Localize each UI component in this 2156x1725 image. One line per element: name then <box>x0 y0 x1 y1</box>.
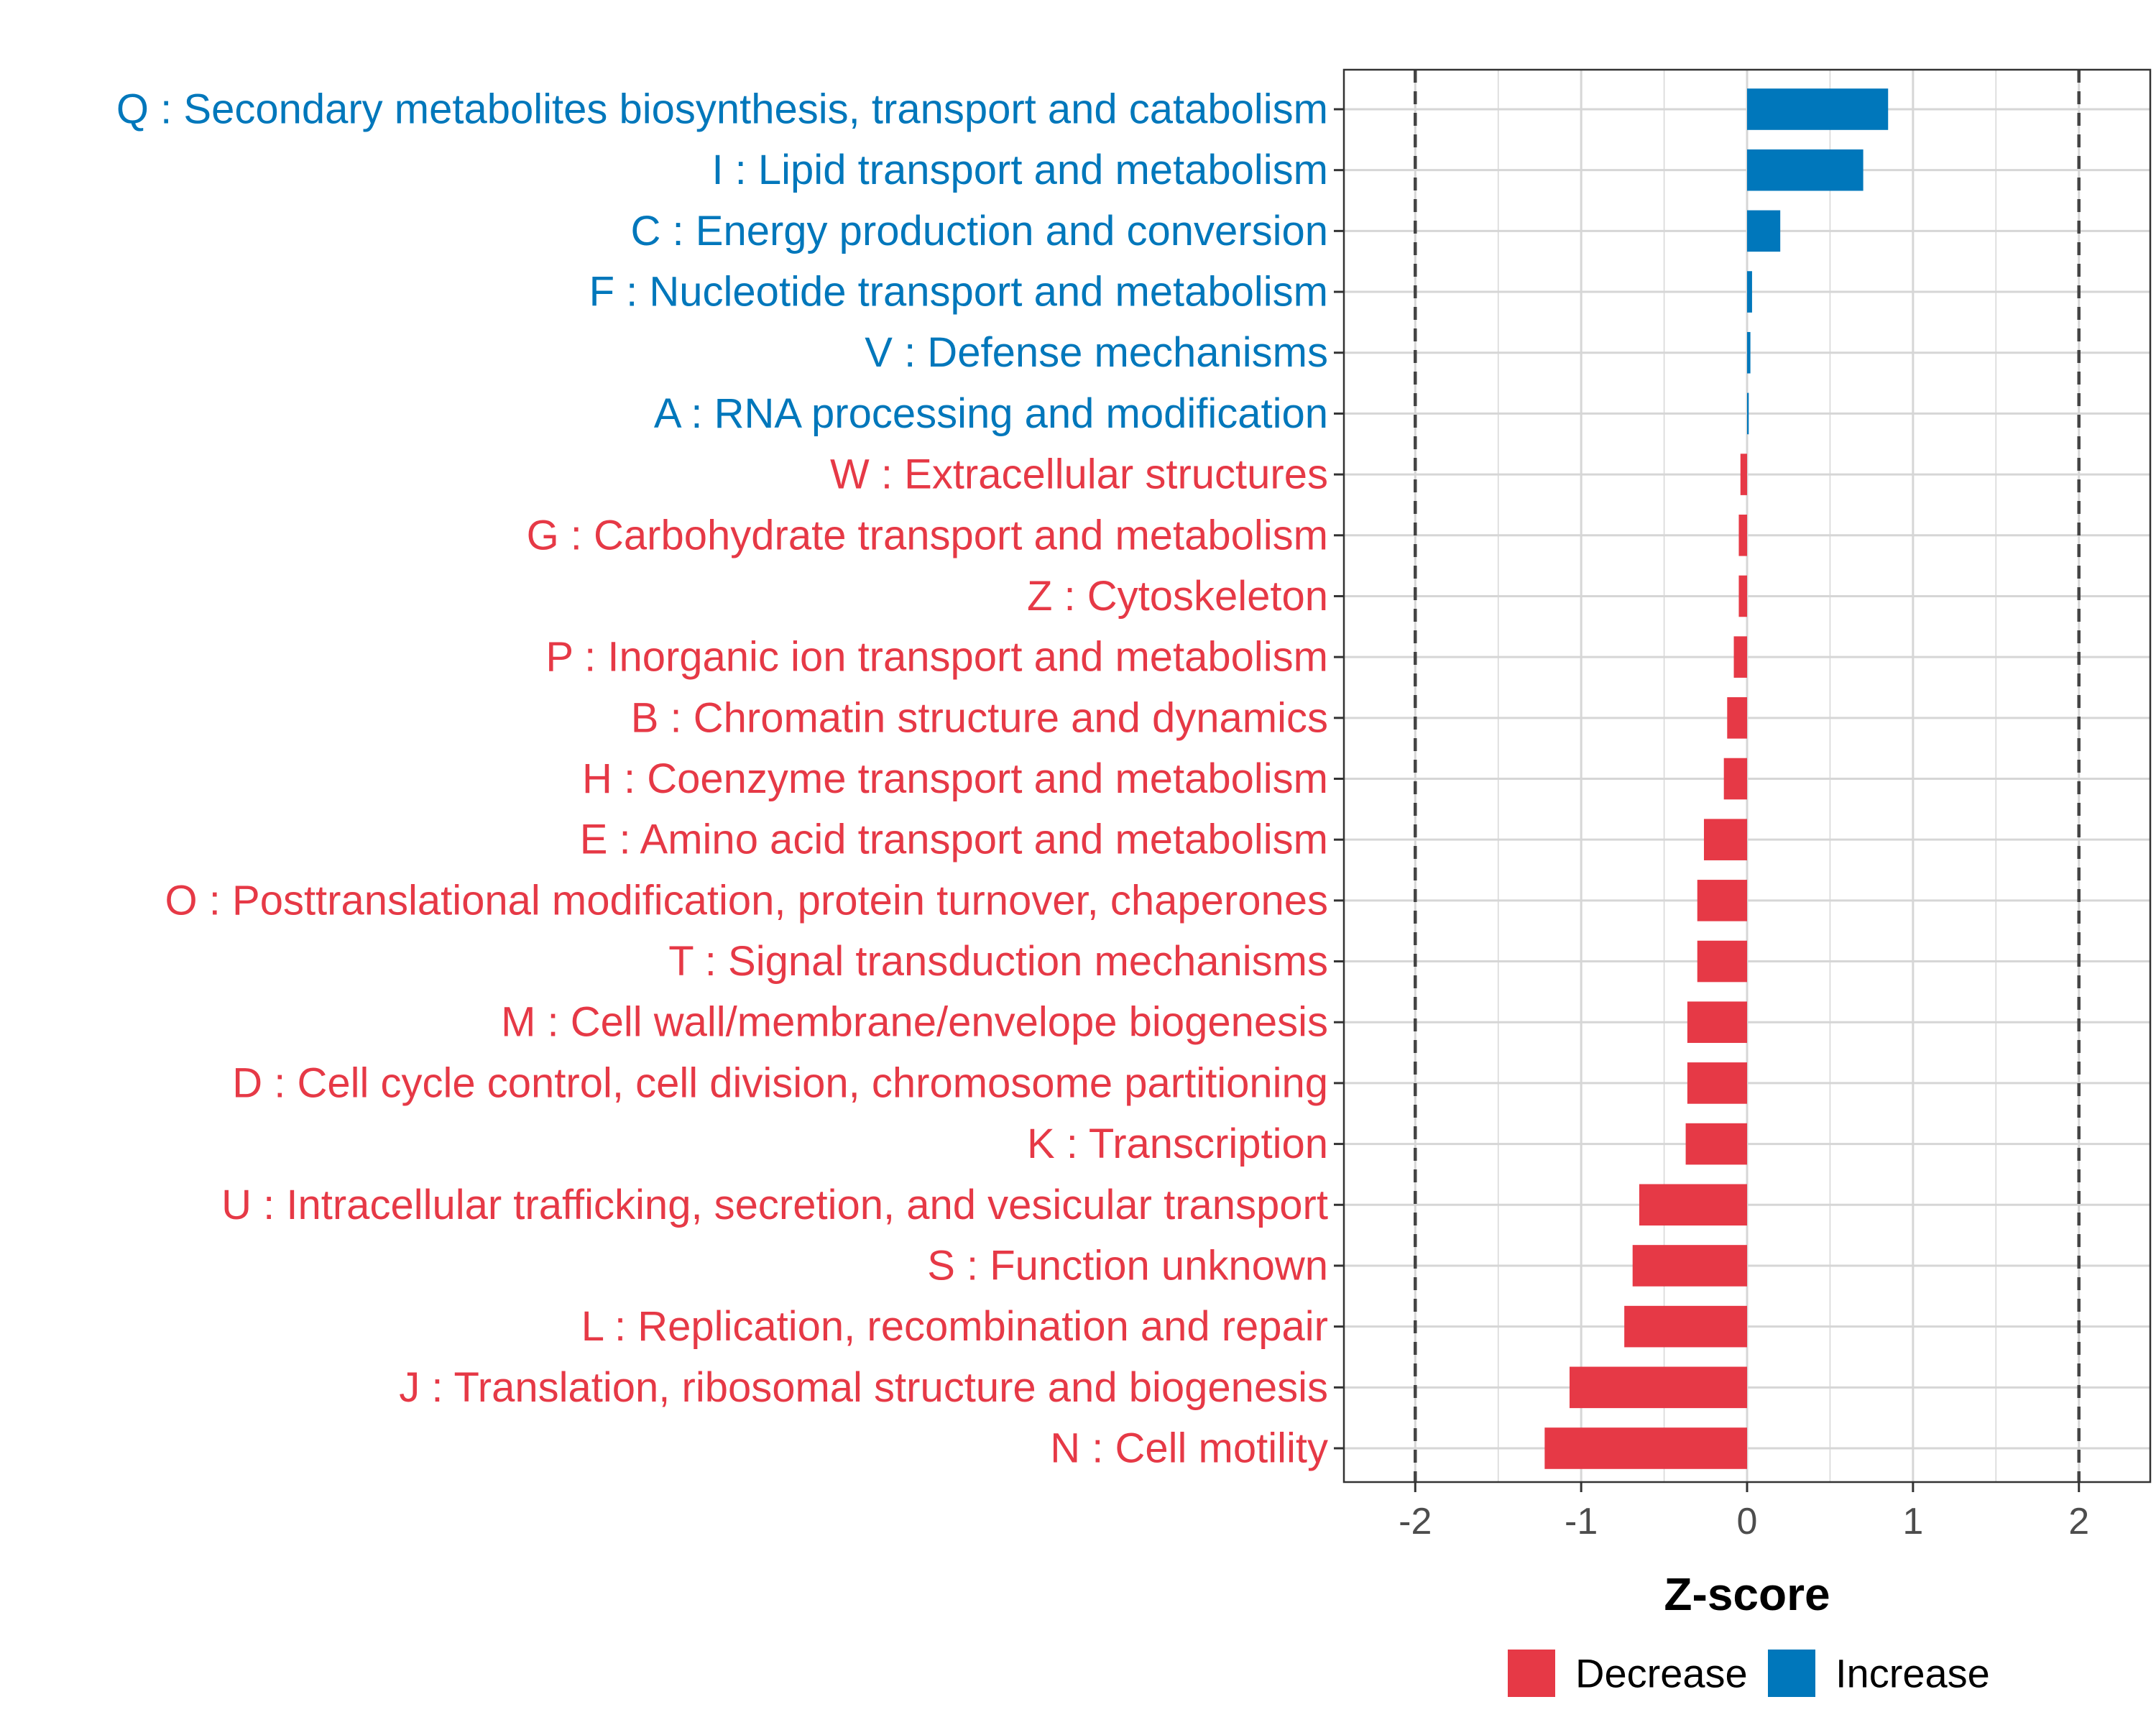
category-label: D : Cell cycle control, cell division, c… <box>232 1059 1328 1106</box>
bar-decrease <box>1697 880 1747 921</box>
bar-increase <box>1747 149 1864 191</box>
category-label: I : Lipid transport and metabolism <box>711 147 1328 193</box>
bar-decrease <box>1687 1062 1747 1104</box>
x-axis-title: Z-score <box>1664 1568 1830 1620</box>
category-label: L : Replication, recombination and repai… <box>581 1303 1328 1350</box>
category-label: O : Posttranslational modification, prot… <box>165 877 1328 924</box>
category-label: E : Amino acid transport and metabolism <box>580 816 1328 863</box>
x-tick-labels: -2 -1 0 1 2 <box>1399 1501 2089 1542</box>
category-label: P : Inorganic ion transport and metaboli… <box>545 634 1328 681</box>
category-label: Q : Secondary metabolites biosynthesis, … <box>116 86 1328 133</box>
bar-decrease <box>1733 636 1747 678</box>
legend: Decrease Increase <box>1508 1650 1990 1697</box>
category-label: S : Function unknown <box>927 1242 1328 1289</box>
bar-decrease <box>1740 454 1747 495</box>
bar-decrease <box>1544 1427 1747 1469</box>
bars <box>1544 88 1889 1469</box>
category-label: A : RNA processing and modification <box>654 390 1328 437</box>
legend-label-decrease: Decrease <box>1575 1651 1748 1696</box>
bar-decrease <box>1697 940 1747 983</box>
category-label: M : Cell wall/membrane/envelope biogenes… <box>501 999 1328 1046</box>
category-label: V : Defense mechanisms <box>865 329 1328 376</box>
category-label: C : Energy production and conversion <box>631 208 1328 254</box>
legend-key-decrease <box>1508 1650 1555 1697</box>
bar-decrease <box>1569 1366 1747 1409</box>
category-label: G : Carbohydrate transport and metabolis… <box>527 512 1328 558</box>
bar-increase <box>1747 392 1749 435</box>
bar-decrease <box>1687 1001 1747 1044</box>
bar-increase <box>1747 210 1781 252</box>
category-labels: Q : Secondary metabolites biosynthesis, … <box>116 86 1328 1472</box>
category-label: N : Cell motility <box>1050 1425 1328 1472</box>
category-label: W : Extracellular structures <box>830 451 1328 498</box>
bar-decrease <box>1639 1184 1747 1226</box>
bar-decrease <box>1624 1305 1747 1348</box>
category-label: T : Signal transduction mechanisms <box>668 938 1328 985</box>
x-tick-label: -2 <box>1399 1501 1432 1542</box>
bar-decrease <box>1727 697 1747 739</box>
x-tick-label: 2 <box>2068 1501 2089 1542</box>
category-label: U : Intracellular trafficking, secretion… <box>221 1182 1328 1228</box>
bar-decrease <box>1632 1245 1747 1287</box>
category-label: H : Coenzyme transport and metabolism <box>582 755 1328 802</box>
bar-increase <box>1747 271 1752 313</box>
bar-decrease <box>1738 514 1747 556</box>
x-tick-label: -1 <box>1565 1501 1598 1542</box>
category-label: J : Translation, ribosomal structure and… <box>399 1364 1328 1411</box>
category-label: F : Nucleotide transport and metabolism <box>589 269 1328 316</box>
x-tick-label: 0 <box>1737 1501 1758 1542</box>
legend-key-increase <box>1768 1650 1815 1697</box>
axis-ticks <box>1334 108 2081 1492</box>
bar-decrease <box>1703 819 1747 860</box>
bar-decrease <box>1685 1123 1747 1165</box>
bar-decrease <box>1723 758 1747 800</box>
legend-label-increase: Increase <box>1835 1651 1990 1696</box>
reference-lines <box>1414 70 2081 1482</box>
category-label: Z : Cytoskeleton <box>1027 573 1328 620</box>
bar-decrease <box>1738 575 1747 617</box>
category-label: K : Transcription <box>1027 1121 1328 1167</box>
category-label: B : Chromatin structure and dynamics <box>631 694 1328 741</box>
bar-increase <box>1747 331 1751 374</box>
x-tick-label: 1 <box>1902 1501 1923 1542</box>
bar-increase <box>1747 88 1889 130</box>
